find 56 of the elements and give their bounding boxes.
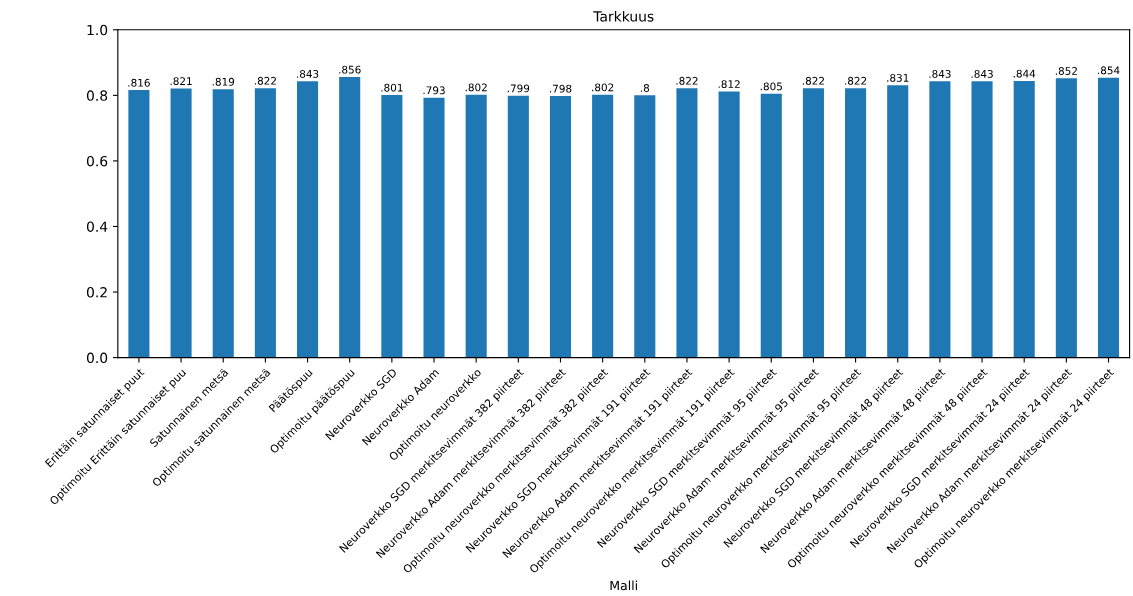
y-tick-label: 0.6 — [86, 155, 108, 167]
data-label: .856 — [339, 65, 361, 74]
bar — [549, 96, 572, 358]
data-label: .8 — [640, 84, 650, 92]
bar — [339, 77, 361, 358]
data-label: .822 — [845, 76, 867, 85]
chart-title: Tarkkuus — [593, 10, 654, 22]
data-label: .822 — [676, 76, 698, 85]
data-label: .799 — [507, 84, 530, 93]
data-label: .812 — [718, 80, 740, 89]
y-tick-label: 0.4 — [86, 221, 108, 232]
data-label: .843 — [929, 69, 951, 78]
bar — [760, 93, 782, 358]
data-label: .793 — [423, 86, 445, 95]
data-label: .805 — [760, 82, 782, 91]
data-label: .802 — [465, 83, 487, 92]
bar — [1055, 78, 1077, 358]
bar — [676, 88, 698, 358]
bar — [170, 88, 192, 358]
data-label: .843 — [971, 69, 993, 78]
x-axis-title: Malli — [610, 580, 637, 591]
bar — [507, 95, 529, 358]
bar — [634, 95, 656, 358]
data-label: .821 — [170, 77, 192, 86]
data-label: .852 — [1055, 67, 1077, 75]
data-label: .819 — [212, 77, 235, 86]
bar — [1097, 77, 1120, 358]
bar — [929, 81, 951, 358]
data-label: .831 — [887, 73, 909, 82]
y-tick-label: 0.8 — [86, 90, 108, 101]
bar — [254, 88, 276, 358]
bar — [802, 88, 824, 358]
data-label: .822 — [802, 76, 824, 85]
bar — [845, 88, 867, 358]
data-label: .844 — [1013, 69, 1036, 78]
bar — [971, 81, 993, 358]
data-label: .798 — [550, 84, 572, 93]
bar — [423, 97, 445, 358]
data-label: .854 — [1098, 66, 1120, 75]
y-tick-label: 0.0 — [86, 352, 108, 364]
bar — [887, 85, 909, 358]
bar — [128, 90, 150, 358]
bar — [297, 81, 319, 358]
bar — [718, 91, 740, 358]
y-tick-label: 0.2 — [86, 287, 107, 298]
y-tick-label: 1.0 — [87, 24, 108, 36]
bar — [1013, 80, 1035, 358]
bar — [465, 94, 487, 358]
bar — [592, 94, 614, 358]
data-label: .843 — [297, 69, 319, 78]
data-label: .802 — [592, 83, 614, 92]
data-label: .816 — [128, 78, 150, 87]
data-label: .822 — [254, 76, 276, 85]
data-label: .801 — [381, 83, 403, 92]
bar — [212, 89, 234, 358]
bar — [381, 95, 403, 358]
